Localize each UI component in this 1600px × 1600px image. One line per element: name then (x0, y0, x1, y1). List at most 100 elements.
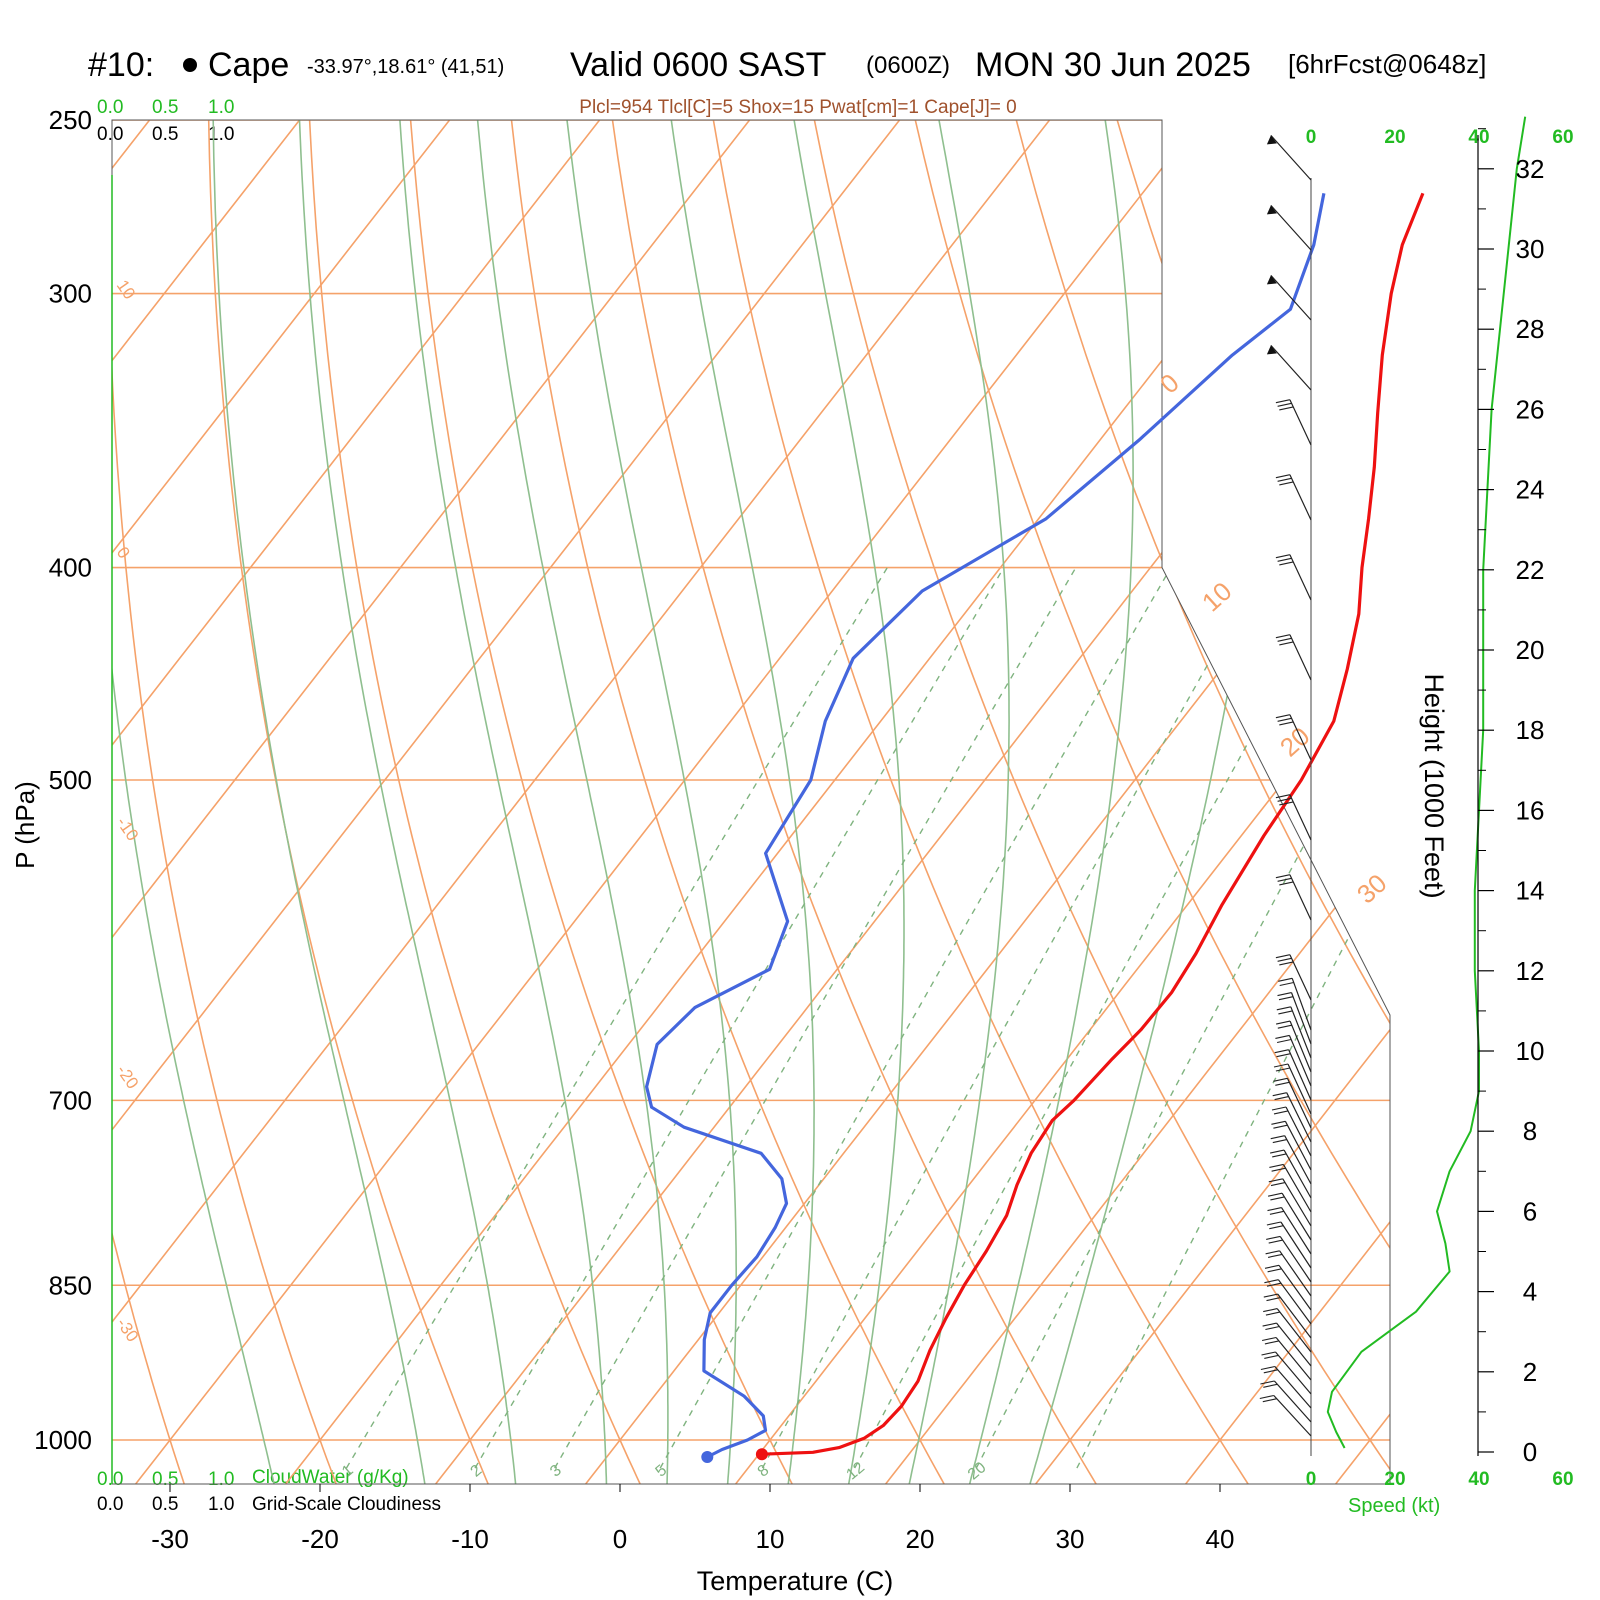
wind-barb (1276, 1006, 1312, 1059)
dry-adiabat-line (1205, 120, 1390, 1484)
cloud-scale-top-black-0: 0.0 (97, 124, 123, 145)
height-tick-label: 32 (1516, 154, 1545, 184)
isotherm-line (112, 120, 481, 1484)
title-location: Cape (208, 46, 289, 84)
wind-barb (1263, 1308, 1312, 1353)
wind-barb (1266, 204, 1312, 251)
cloud-scale-top-green-1: 0.5 (152, 97, 178, 118)
wind-barb (1259, 1394, 1312, 1437)
pressure-tick-label: 300 (49, 279, 92, 309)
location-dot-icon (183, 58, 197, 72)
dewpoint-line (644, 192, 1326, 1459)
dry-adiabat-line (1005, 120, 1390, 1484)
temperature-line (761, 192, 1425, 1456)
dry-adiabat-line (706, 120, 1257, 1484)
cloud-scale-top: 0.0 0.5 1.0 0.0 0.5 1.0 (97, 97, 234, 145)
height-tick-label: 18 (1516, 715, 1545, 745)
wind-barb (1275, 874, 1312, 921)
dry-adiabat-line (606, 120, 1104, 1484)
temperature-label-right: 30 (1351, 868, 1393, 910)
wind-barb (1277, 992, 1312, 1045)
speed-tick-top: 20 (1384, 127, 1405, 148)
wind-barb (1266, 134, 1312, 181)
wind-barb (1270, 1135, 1312, 1185)
dry-adiabat-line (307, 120, 647, 1484)
temperature-ticks: -30 -20 -10 0 10 20 30 40 (151, 1484, 1234, 1554)
speed-tick-top: 40 (1468, 127, 1489, 148)
wind-barb (1267, 1192, 1312, 1241)
wind-barb (1278, 977, 1312, 1031)
cloud-scale-bottom-black-1: 0.5 (152, 1494, 178, 1515)
wind-barb (1264, 1264, 1312, 1311)
isotherm-label: -30 (113, 1314, 143, 1345)
height-tick-label: 14 (1516, 876, 1545, 906)
wind-barb (1275, 714, 1312, 761)
dry-adiabat-line (112, 120, 189, 1484)
temperature-tick-label: 30 (1056, 1524, 1085, 1554)
temperature-tick-label: 40 (1206, 1524, 1235, 1554)
mixing-ratio-line (345, 567, 888, 1469)
temperature-tick-label: -10 (451, 1524, 489, 1554)
wind-barb (1260, 1365, 1312, 1409)
wind-barb (1275, 794, 1312, 841)
temperature-tick-label: -30 (151, 1524, 189, 1554)
y-axis-label: P (hPa) (10, 781, 40, 869)
height-tick-label: 6 (1523, 1196, 1537, 1226)
dry-adiabat-line (1304, 120, 1390, 1484)
cloud-scale-bottom-black-2: 1.0 (208, 1494, 234, 1515)
mixing-ratio-line (761, 567, 1264, 1469)
height-tick-label: 8 (1523, 1116, 1537, 1146)
pressure-tick-label: 1000 (34, 1425, 92, 1455)
cloud-scale-bottom-black-0: 0.0 (97, 1494, 123, 1515)
isotherm-label: -10 (113, 813, 143, 844)
isotherm-line (1176, 120, 1390, 1484)
wind-barb (1266, 344, 1312, 391)
wind-barb (1275, 1020, 1312, 1073)
moist-adiabat-line (473, 120, 669, 1484)
mixing-ratio-line (554, 567, 1077, 1469)
wind-barb (1261, 1351, 1312, 1395)
moist-adiabat-line (665, 120, 815, 1484)
title-coords: -33.97°,18.61° (41,51) (307, 56, 504, 78)
mixing-ratio-line (1076, 567, 1390, 1469)
height-tick-label: 4 (1523, 1277, 1537, 1307)
cloudiness-label: Grid-Scale Cloudiness (252, 1494, 441, 1515)
cloud-scale-bottom-green-2: 1.0 (208, 1469, 234, 1490)
height-tick-label: 28 (1516, 314, 1545, 344)
wind-barb (1271, 1106, 1312, 1157)
cloud-scale-top-green-0: 0.0 (97, 97, 123, 118)
wind-barb (1265, 1250, 1312, 1297)
wind-barb (1260, 1380, 1312, 1423)
isotherm-line (276, 120, 1381, 1484)
speed-tick-bottom: 0 (1306, 1469, 1317, 1490)
height-tick-label: 16 (1516, 795, 1545, 825)
isotherm-label: -20 (113, 1061, 143, 1092)
sounding-series (644, 192, 1425, 1463)
isotherm-label: 10 (113, 276, 139, 302)
wind-barb (1269, 1163, 1312, 1213)
wind-barb (1275, 554, 1312, 601)
dry-adiabat-line (806, 120, 1390, 1484)
wind-barb (1273, 1063, 1312, 1115)
speed-label: Speed (kt) (1348, 1495, 1440, 1517)
height-axis-label: Height (1000 Feet) (1419, 673, 1449, 898)
wind-barbs (1259, 134, 1312, 1456)
wind-barb (1261, 1336, 1312, 1381)
wind-barb (1263, 1293, 1312, 1339)
dry-adiabat-line (112, 120, 342, 1484)
height-tick-label: 26 (1516, 394, 1545, 424)
temperature-label-right: 10 (1196, 576, 1238, 618)
moist-adiabat-line (297, 120, 518, 1484)
isotherm-label: 0 (113, 543, 134, 562)
moist-adiabat-line (965, 120, 1134, 1484)
isotherm-line (126, 120, 1231, 1484)
temperature-tick-label: 20 (906, 1524, 935, 1554)
speed-tick-bottom: 20 (1384, 1469, 1405, 1490)
stability-indices: Plcl=954 Tlcl[C]=5 Shox=15 Pwat[cm]=1 Ca… (579, 97, 1016, 118)
dry-adiabat-line (207, 120, 494, 1484)
pressure-tick-label: 500 (49, 765, 92, 795)
height-tick-label: 0 (1523, 1437, 1537, 1467)
cloud-scale-top-black-2: 1.0 (208, 124, 234, 145)
